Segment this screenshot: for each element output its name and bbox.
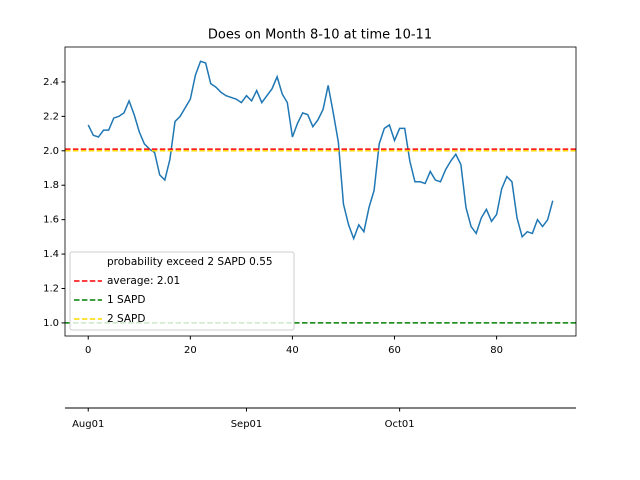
x-tick-label: 80: [490, 345, 503, 356]
y-tick-label: 1.8: [43, 180, 59, 191]
y-tick-label: 1.2: [43, 283, 59, 294]
x2-tick-label: Aug01: [72, 419, 104, 430]
x-tick-label: 0: [85, 345, 91, 356]
y-tick-label: 1.6: [43, 215, 59, 226]
x2-tick-label: Oct01: [385, 419, 415, 430]
x-tick-label: 20: [184, 345, 197, 356]
legend-label: 1 SAPD: [107, 294, 145, 306]
x2-tick-label: Sep01: [231, 419, 263, 430]
y-tick-label: 1.0: [43, 318, 59, 329]
legend-label: average: 2.01: [107, 275, 180, 287]
y-tick-label: 1.4: [43, 249, 59, 260]
y-tick-label: 2.2: [43, 111, 59, 122]
legend-note: probability exceed 2 SAPD 0.55: [107, 256, 273, 268]
plot-frame: [64, 46, 577, 337]
chart-title: Does on Month 8-10 at time 10-11: [208, 28, 432, 43]
data-line: [87, 60, 554, 241]
x-tick-label: 60: [388, 345, 401, 356]
y-tick-label: 2.4: [43, 77, 59, 88]
legend-label: 2 SAPD: [107, 313, 145, 325]
x-tick-label: 40: [286, 345, 299, 356]
y-tick-label: 2.0: [43, 146, 59, 157]
legend-box: [69, 251, 295, 331]
